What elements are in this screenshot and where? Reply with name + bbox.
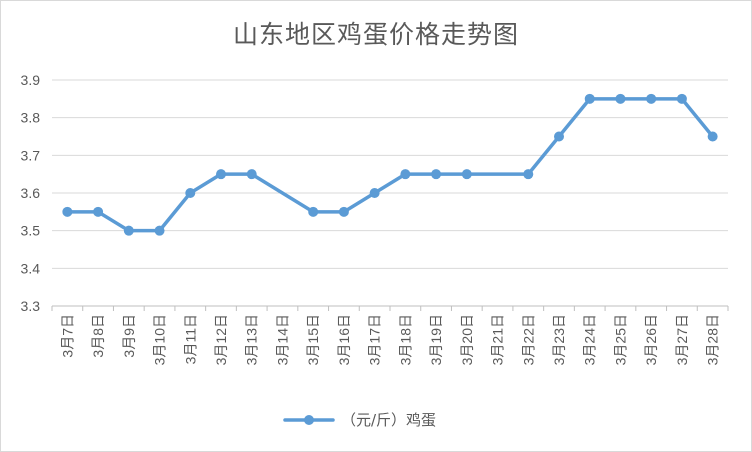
x-tick-label: 3月8日: [90, 314, 106, 358]
x-tick-label: 3月26日: [643, 314, 659, 365]
x-tick-label: 3月16日: [336, 314, 352, 365]
data-point: [554, 131, 564, 142]
x-tick-label: 3月7日: [59, 314, 75, 358]
x-tick-label: 3月15日: [305, 314, 321, 365]
data-point: [185, 188, 196, 198]
data-point: [216, 169, 226, 180]
data-point: [369, 188, 380, 198]
x-tick-label: 3月17日: [367, 314, 383, 365]
y-tick-label: 3.9: [21, 72, 41, 88]
data-point: [584, 93, 595, 104]
data-point: [123, 225, 134, 236]
x-tick-label: 3月22日: [520, 314, 536, 365]
x-tick-label: 3月24日: [582, 314, 598, 365]
legend-marker: [304, 415, 314, 425]
x-tick-label: 3月28日: [705, 314, 721, 365]
y-tick-label: 3.5: [21, 223, 41, 239]
data-point: [676, 93, 687, 104]
x-tick-label: 3月19日: [428, 314, 444, 365]
x-axis: 3月7日 3月8日 3月9日 3月10日 3月11日 3月12日 3月13日 3月14日 3月1…: [51, 305, 729, 365]
data-point: [154, 225, 165, 236]
data-point: [308, 206, 319, 217]
x-tick-label: 3月23日: [551, 314, 567, 365]
x-tick-label: 3月9日: [121, 314, 137, 358]
y-tick-label: 3.7: [21, 147, 41, 163]
y-tick-label: 3.8: [21, 110, 41, 126]
data-point: [523, 169, 534, 180]
x-tick-label: 3月12日: [213, 314, 229, 365]
data-point: [431, 169, 442, 180]
y-tick-label: 3.6: [21, 185, 41, 201]
series-layer: [62, 93, 718, 236]
legend: （元/斤）鸡蛋: [283, 411, 436, 429]
y-tick-label: 3.3: [21, 298, 41, 314]
gridlines: [52, 79, 728, 307]
y-axis-ticks: 3.3 3.4 3.5 3.6 3.7 3.8 3.9: [21, 72, 41, 314]
x-tick-label: 3月20日: [459, 314, 475, 365]
data-point: [646, 93, 657, 104]
data-point: [615, 93, 626, 104]
x-tick-label: 3月13日: [244, 314, 260, 365]
chart-title: 山东地区鸡蛋价格走势图: [232, 20, 519, 49]
legend-label: （元/斤）鸡蛋: [341, 411, 436, 429]
x-tick-label: 3月11日: [182, 314, 198, 364]
y-tick-label: 3.4: [21, 260, 41, 276]
x-tick-label: 3月21日: [490, 314, 506, 365]
x-tick-label: 3月25日: [612, 314, 628, 365]
data-point: [246, 169, 257, 180]
data-point: [62, 206, 73, 217]
data-point: [707, 131, 718, 142]
data-point: [400, 169, 411, 180]
x-tick-label: 3月18日: [397, 314, 413, 365]
series-line: [65, 97, 715, 233]
x-tick-label: 3月10日: [152, 314, 168, 365]
x-tick-label: 3月14日: [274, 314, 290, 365]
data-point: [461, 169, 472, 180]
data-point: [338, 206, 349, 217]
data-point: [93, 206, 104, 217]
x-tick-label: 3月27日: [674, 314, 690, 365]
